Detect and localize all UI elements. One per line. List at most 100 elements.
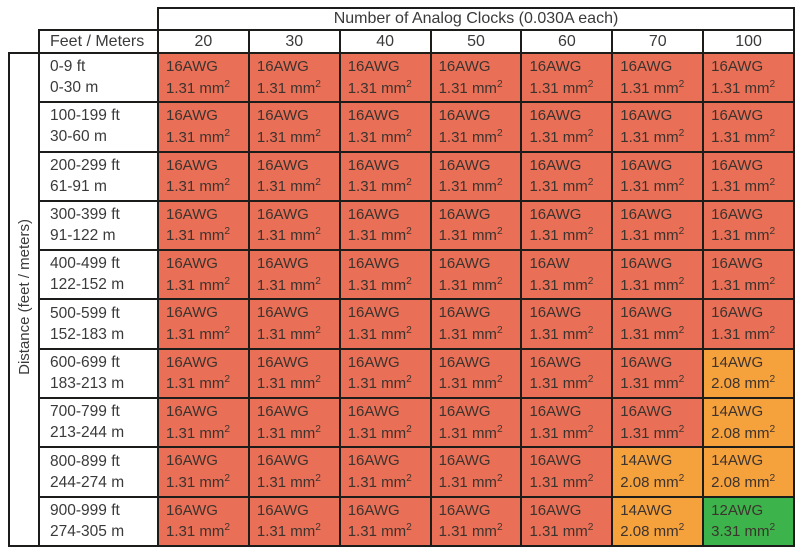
gauge-value: 16AWG <box>256 58 309 75</box>
gauge-cell: 16AWG 1.31 mm2 <box>247 298 341 350</box>
gauge-cell: 16AWG 1.31 mm2 <box>247 397 341 449</box>
row-label-meters: 30-60 m <box>50 128 107 146</box>
row-label: 200-299 ft 61-91 m <box>38 150 159 202</box>
gauge-cell: 16AWG 1.31 mm2 <box>247 150 341 202</box>
gauge-cell: 16AWG 1.31 mm2 <box>157 249 250 301</box>
area-value: 1.31 mm2 <box>711 324 791 346</box>
row-label: 500-599 ft 152-183 m <box>38 298 159 350</box>
gauge-value: 16AWG <box>347 107 400 125</box>
area-exponent: 2 <box>406 423 412 435</box>
gauge-cell: 16AWG 1.31 mm2 <box>247 51 341 104</box>
area-value: 1.31 mm2 <box>529 472 609 494</box>
area-exponent: 2 <box>406 275 412 287</box>
gauge-value: 16AWG <box>347 255 400 273</box>
area-exponent: 2 <box>587 226 594 238</box>
area-exponent: 2 <box>224 522 231 534</box>
gauge-cell: 16AWG 1.31 mm2 <box>247 199 341 252</box>
area-exponent: 2 <box>224 423 231 435</box>
area-value: 1.31 mm2 <box>257 78 337 100</box>
table-row: 500-599 ft 152-183 m 16AWG 1.31 mm2 16AWG 1.3… <box>9 298 796 350</box>
area-exponent: 2 <box>769 374 776 386</box>
gauge-value: 16AWG <box>529 205 582 223</box>
area-exponent: 2 <box>496 324 503 336</box>
row-label: 700-799 ft 213-244 m <box>38 397 159 449</box>
area-value-text: 1.31 mm <box>438 276 497 294</box>
table-row: 100-199 ft 30-60 m 16AWG 1.31 mm2 16AWG 1.31 … <box>9 101 796 153</box>
row-label: 800-899 ft 244-274 m <box>38 446 159 498</box>
table-row: 300-399 ft 91-122 m 16AWG 1.31 mm2 16AWG 1.31… <box>9 199 796 252</box>
area-value-text: 1.31 mm <box>438 79 497 97</box>
area-exponent: 2 <box>315 127 321 139</box>
gauge-value: 16AWG <box>347 353 400 371</box>
area-exponent: 2 <box>769 78 776 90</box>
area-value-text: 1.31 mm <box>438 227 497 245</box>
area-value-text: 1.31 mm <box>166 523 225 541</box>
area-exponent: 2 <box>315 275 321 287</box>
area-value: 1.31 mm2 <box>620 127 700 149</box>
area-value-text: 1.31 mm <box>711 79 770 97</box>
gauge-value: 16AWG <box>166 501 218 519</box>
area-exponent: 2 <box>315 226 321 238</box>
table-row: 900-999 ft 274-305 m 16AWG 1.31 mm2 16AWG 1.3… <box>9 495 796 547</box>
gauge-value: 16AWG <box>711 205 764 223</box>
area-value: 1.31 mm2 <box>711 176 791 198</box>
area-exponent: 2 <box>315 423 321 435</box>
area-value: 1.31 mm2 <box>529 373 609 395</box>
gauge-cell: 16AWG 1.31 mm2 <box>157 199 250 252</box>
gauge-value: 16AWG <box>256 156 309 174</box>
gauge-value: 16AWG <box>347 205 400 223</box>
gauge-cell: 16AWG 1.31 mm2 <box>338 101 432 153</box>
gauge-cell: 16AWG 1.31 mm2 <box>338 495 432 547</box>
gauge-value: 16AWG <box>166 304 218 322</box>
area-value: 2.08 mm2 <box>620 472 700 494</box>
area-value: 1.31 mm2 <box>257 373 337 395</box>
gauge-value: 14AWG <box>711 403 764 421</box>
area-value: 1.31 mm2 <box>348 176 428 198</box>
area-value: 1.31 mm2 <box>711 78 791 100</box>
gauge-value: 14AWG <box>620 452 673 470</box>
area-value-text: 1.31 mm <box>347 276 407 294</box>
area-value-text: 1.31 mm <box>711 325 770 343</box>
area-value-text: 1.31 mm <box>529 424 588 442</box>
row-label-feet: 900-999 ft <box>50 501 120 519</box>
area-exponent: 2 <box>587 127 594 139</box>
column-header-70: 70 <box>611 29 705 54</box>
gauge-cell: 16AWG 1.31 mm2 <box>611 199 705 252</box>
gauge-cell: 16AWG 1.31 mm2 <box>157 150 250 202</box>
area-exponent: 2 <box>315 177 321 189</box>
area-value: 1.31 mm2 <box>166 521 246 543</box>
area-exponent: 2 <box>678 472 685 484</box>
area-exponent: 2 <box>406 324 412 336</box>
gauge-cell: 16AWG 1.31 mm2 <box>338 446 432 498</box>
area-value-text: 1.31 mm <box>347 128 407 146</box>
gauge-cell: 16AWG 1.31 mm2 <box>157 347 250 400</box>
area-value: 1.31 mm2 <box>257 275 337 297</box>
area-value-text: 1.31 mm <box>166 227 225 245</box>
area-value: 1.31 mm2 <box>257 521 337 543</box>
area-exponent: 2 <box>315 522 321 534</box>
area-value: 1.31 mm2 <box>529 127 609 149</box>
gauge-value: 16AWG <box>438 304 491 322</box>
area-value: 1.31 mm2 <box>529 225 609 247</box>
row-label-feet: 300-399 ft <box>50 206 120 224</box>
area-value-text: 1.31 mm <box>166 424 225 442</box>
gauge-cell: 16AWG 1.31 mm2 <box>338 51 432 104</box>
row-label-meters: 274-305 m <box>50 522 125 540</box>
area-value: 1.31 mm2 <box>166 324 246 346</box>
area-value-text: 1.31 mm <box>438 523 497 541</box>
row-label-feet: 400-499 ft <box>50 255 120 273</box>
gauge-value: 16AWG <box>438 107 491 125</box>
column-header-30: 30 <box>247 29 341 54</box>
area-value-text: 1.31 mm <box>166 473 225 491</box>
area-exponent: 2 <box>587 177 594 189</box>
column-header-row: Feet / Meters 20 30 40 50 60 70 100 <box>9 29 796 54</box>
row-label-feet: 800-899 ft <box>50 452 120 470</box>
gauge-cell: 14AWG 2.08 mm2 <box>702 446 796 498</box>
area-exponent: 2 <box>496 275 503 287</box>
area-value-text: 1.31 mm <box>166 276 225 294</box>
gauge-cell: 14AWG 2.08 mm2 <box>611 446 705 498</box>
area-exponent: 2 <box>678 78 685 90</box>
area-value: 1.31 mm2 <box>166 373 246 395</box>
area-value: 1.31 mm2 <box>711 275 791 297</box>
area-value: 1.31 mm2 <box>166 127 246 149</box>
